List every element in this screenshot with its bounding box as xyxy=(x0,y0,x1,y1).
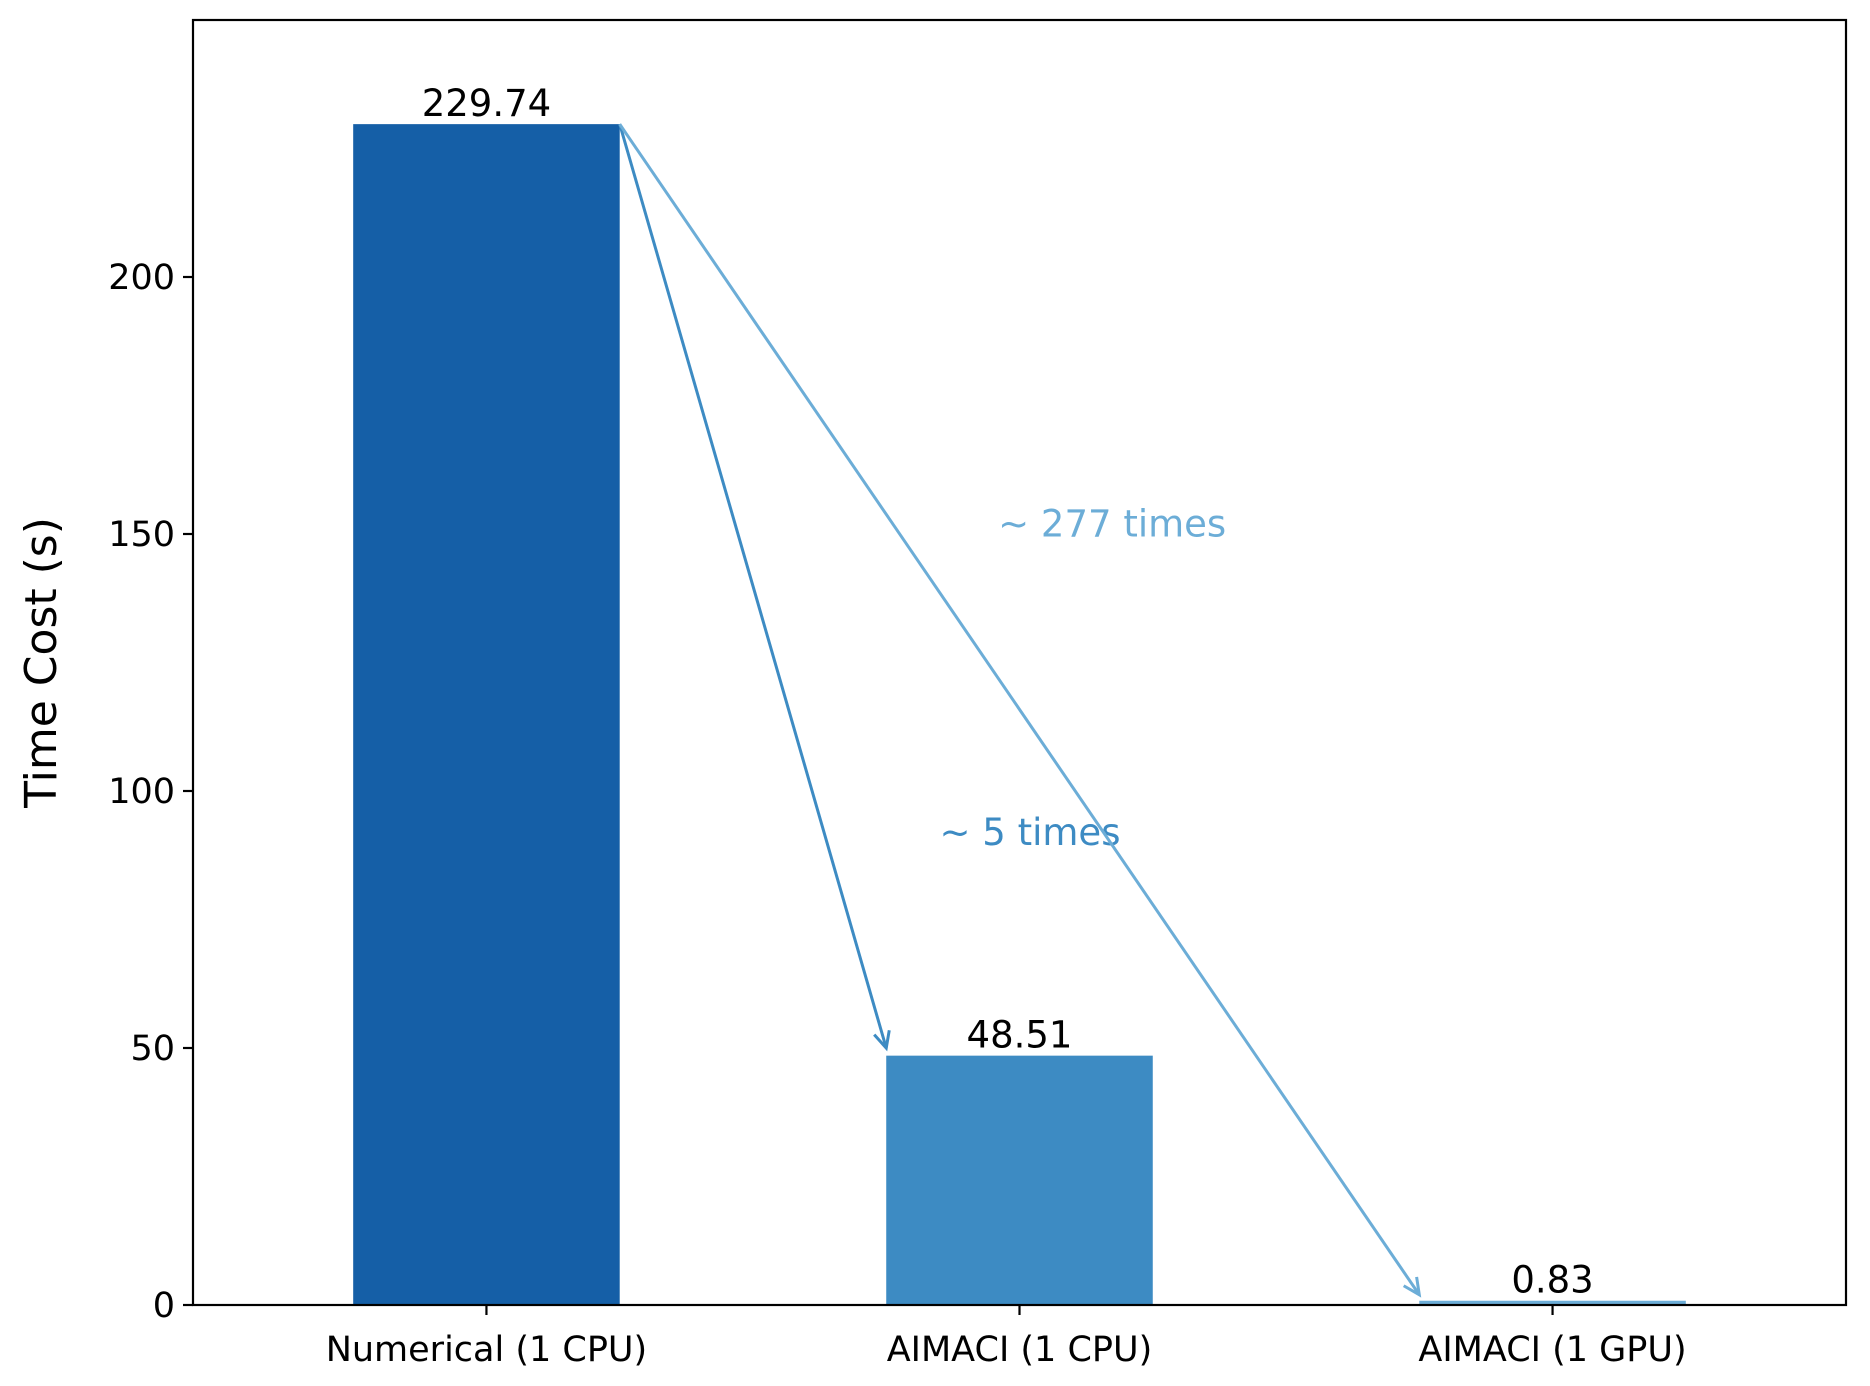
y-tick-label-4: 200 xyxy=(108,258,175,298)
bar-0 xyxy=(353,124,620,1306)
y-tick-label-3: 150 xyxy=(108,515,175,555)
bar-value-label-2: 0.83 xyxy=(1511,1259,1593,1302)
bar-value-label-0: 229.74 xyxy=(422,82,551,125)
annotation-arrowhead-0 xyxy=(873,1030,891,1052)
annotation-label-1: ~ 277 times xyxy=(998,503,1226,546)
x-tick-label-2: AIMACI (1 GPU) xyxy=(1418,1330,1686,1370)
bar-2 xyxy=(1419,1300,1686,1305)
y-tick-label-2: 100 xyxy=(108,772,175,812)
x-tick-label-0: Numerical (1 CPU) xyxy=(326,1330,648,1370)
annotation-arrow-1 xyxy=(618,123,1421,1296)
x-tick-label-1: AIMACI (1 CPU) xyxy=(887,1330,1153,1370)
y-axis-title: Time Cost (s) xyxy=(16,517,67,809)
y-tick-label-1: 50 xyxy=(130,1029,175,1069)
annotation-arrow-0 xyxy=(618,123,888,1049)
annotation-label-0: ~ 5 times xyxy=(940,811,1121,854)
y-tick-label-0: 0 xyxy=(153,1286,175,1326)
bar-1 xyxy=(886,1055,1153,1305)
annotation-arrowhead-1 xyxy=(1402,1276,1422,1298)
bar-value-label-1: 48.51 xyxy=(967,1014,1073,1057)
